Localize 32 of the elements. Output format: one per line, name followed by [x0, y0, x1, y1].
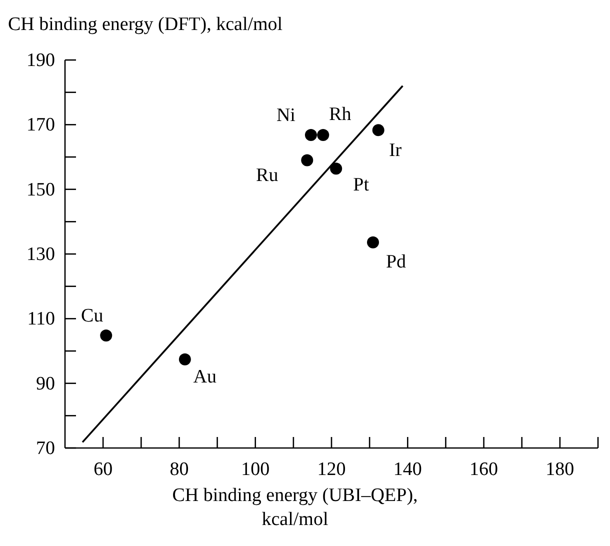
- x-tick-label: 140: [393, 459, 422, 480]
- x-tick-label: 100: [241, 459, 270, 480]
- y-axis-title: CH binding energy (DFT), kcal/mol: [8, 14, 283, 36]
- x-tick-label: 60: [94, 459, 113, 480]
- point: [100, 329, 112, 342]
- y-tick-label: 90: [36, 373, 55, 394]
- y-tick-label: 190: [26, 50, 55, 71]
- y-tick-label: 130: [26, 244, 55, 265]
- annotation: Ru: [256, 165, 279, 186]
- x-axis-title: CH binding energy (UBI–QEP), kcal/mol: [171, 484, 419, 532]
- y-tick-label: 70: [36, 438, 55, 459]
- x-tick-label: 120: [317, 459, 346, 480]
- annotation: Ir: [389, 140, 402, 162]
- annotation: Rh: [329, 104, 352, 126]
- x-tick-label: 160: [470, 459, 498, 480]
- y-tick-label: 150: [26, 179, 55, 200]
- annotation: Au: [193, 366, 218, 388]
- point: [304, 129, 317, 142]
- point: [317, 129, 330, 142]
- point: [330, 162, 342, 175]
- y-tick-label: 110: [27, 308, 55, 330]
- point: [301, 154, 314, 166]
- point: [367, 236, 379, 248]
- x-tick-label: 180: [546, 459, 574, 480]
- x-tick-label: 80: [170, 459, 189, 480]
- annotation: Ni: [276, 105, 296, 126]
- point: [372, 124, 384, 136]
- point: [178, 353, 191, 366]
- annotation: Pd: [386, 251, 407, 272]
- annotation: Pt: [353, 174, 370, 196]
- annotation: Cu: [81, 305, 104, 326]
- y-tick-label: 170: [26, 114, 55, 136]
